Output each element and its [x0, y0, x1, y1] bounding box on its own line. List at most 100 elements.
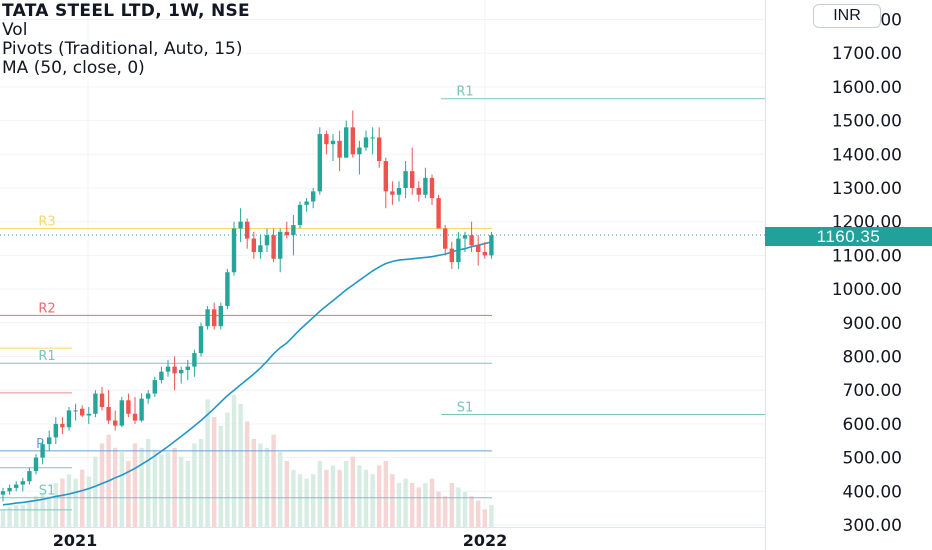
candle[interactable]: [251, 231, 256, 259]
candle[interactable]: [423, 167, 428, 199]
candle[interactable]: [436, 194, 441, 229]
candle[interactable]: [119, 396, 124, 428]
candle[interactable]: [403, 161, 408, 199]
candle-body: [403, 171, 408, 188]
candle[interactable]: [456, 231, 461, 269]
candle[interactable]: [66, 407, 72, 431]
candle[interactable]: [377, 127, 382, 168]
legend-ma[interactable]: MA (50, close, 0): [2, 58, 145, 78]
candle-body: [350, 127, 355, 155]
candle[interactable]: [337, 130, 342, 172]
candle[interactable]: [80, 405, 85, 418]
candle[interactable]: [126, 393, 131, 418]
candle[interactable]: [410, 147, 415, 195]
candle[interactable]: [106, 390, 111, 424]
candle[interactable]: [53, 417, 58, 445]
candles[interactable]: [0, 110, 494, 502]
candle-body: [99, 393, 105, 408]
candle[interactable]: [132, 396, 138, 424]
candle[interactable]: [0, 487, 6, 502]
candle-body: [47, 437, 52, 445]
candle[interactable]: [311, 188, 316, 209]
candle[interactable]: [324, 130, 329, 155]
candle[interactable]: [165, 359, 171, 377]
volume-bar: [304, 478, 309, 527]
candle[interactable]: [212, 302, 217, 330]
candle[interactable]: [192, 349, 197, 377]
candle[interactable]: [317, 127, 322, 195]
volume-bar: [264, 447, 270, 527]
candle[interactable]: [383, 157, 388, 209]
candle[interactable]: [185, 359, 190, 381]
candle[interactable]: [284, 221, 289, 239]
candle[interactable]: [146, 390, 151, 404]
chart-grid: [0, 0, 765, 527]
candle[interactable]: [27, 467, 32, 485]
candle[interactable]: [449, 241, 454, 269]
candle[interactable]: [476, 235, 481, 266]
candle[interactable]: [60, 417, 65, 435]
candle[interactable]: [271, 228, 276, 263]
candle[interactable]: [344, 120, 349, 158]
candle[interactable]: [198, 322, 204, 357]
candle[interactable]: [218, 302, 223, 330]
candle[interactable]: [489, 231, 494, 259]
candle[interactable]: [205, 305, 210, 330]
candle[interactable]: [33, 454, 39, 475]
candle[interactable]: [99, 386, 105, 411]
candle[interactable]: [93, 390, 98, 418]
candle[interactable]: [231, 221, 237, 276]
candle-body: [165, 366, 171, 372]
candle[interactable]: [152, 376, 157, 397]
time-axis[interactable]: 2021 2022: [0, 527, 765, 550]
candle[interactable]: [370, 127, 375, 155]
candle[interactable]: [14, 481, 19, 492]
candle[interactable]: [139, 393, 144, 423]
currency-selector[interactable]: INR: [813, 4, 881, 28]
candle[interactable]: [172, 356, 177, 391]
price-tick-label: 800.00: [843, 348, 902, 368]
candle[interactable]: [225, 268, 230, 310]
candle[interactable]: [7, 484, 12, 495]
volume-bar: [390, 474, 395, 527]
candle[interactable]: [297, 201, 303, 229]
candle[interactable]: [390, 181, 395, 205]
candle[interactable]: [179, 366, 184, 384]
candle[interactable]: [429, 174, 435, 205]
legend-pivots[interactable]: Pivots (Traditional, Auto, 15): [2, 39, 243, 59]
legend-volume[interactable]: Vol: [2, 20, 28, 40]
candle[interactable]: [159, 366, 164, 384]
candle[interactable]: [258, 235, 263, 259]
candle[interactable]: [86, 407, 91, 424]
candle[interactable]: [264, 228, 270, 253]
candle[interactable]: [40, 440, 45, 465]
candle[interactable]: [350, 110, 355, 158]
volume-bar: [93, 456, 98, 527]
candle[interactable]: [278, 228, 283, 273]
candle[interactable]: [113, 410, 118, 431]
candle-body: [363, 137, 369, 148]
candle[interactable]: [291, 214, 296, 256]
candle[interactable]: [304, 198, 309, 212]
candle[interactable]: [469, 221, 474, 253]
candle[interactable]: [443, 225, 448, 256]
candle[interactable]: [330, 134, 336, 162]
candle-body: [53, 423, 58, 438]
candle[interactable]: [462, 231, 468, 253]
price-axis[interactable]: 300.00 400.00 500.00 600.00 700.00 800.00 900.…: [832, 11, 902, 537]
candle[interactable]: [73, 403, 78, 421]
candle[interactable]: [47, 430, 52, 451]
symbol-title[interactable]: TATA STEEL LTD, 1W, NSE: [2, 1, 250, 21]
candle[interactable]: [396, 181, 402, 202]
candle[interactable]: [357, 140, 362, 175]
candle[interactable]: [363, 130, 369, 151]
volume-bar: [172, 447, 177, 527]
candle-body: [357, 147, 362, 155]
candle[interactable]: [245, 218, 250, 249]
candle[interactable]: [20, 477, 25, 492]
candle[interactable]: [482, 241, 487, 259]
volume-bar: [469, 496, 474, 527]
candle[interactable]: [238, 208, 243, 242]
candle[interactable]: [416, 181, 421, 202]
